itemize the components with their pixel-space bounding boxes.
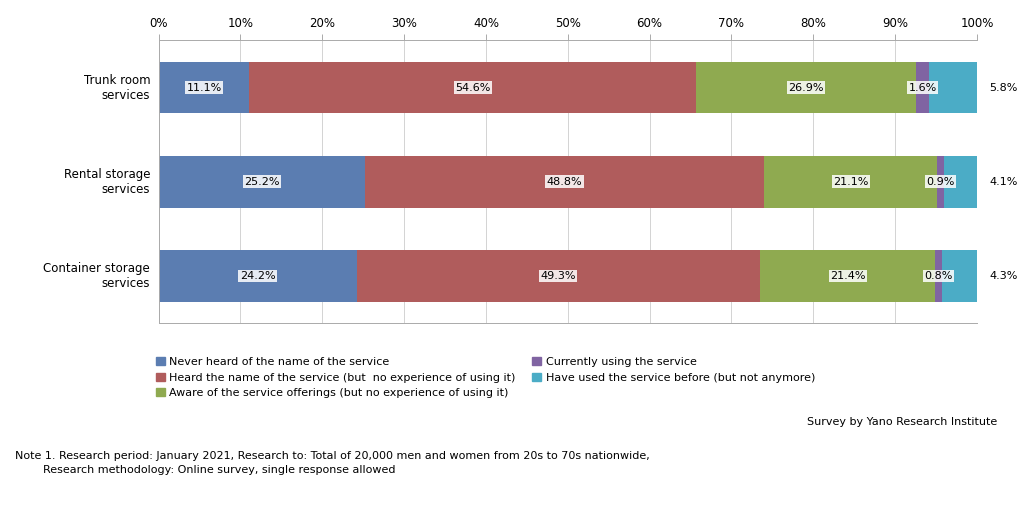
Bar [357,250,760,302]
Text: 54.6%: 54.6% [455,82,490,92]
Text: 26.9%: 26.9% [789,82,825,92]
Text: 1.6%: 1.6% [908,82,937,92]
Bar [944,156,978,208]
Bar [937,156,944,208]
Text: 21.4%: 21.4% [830,271,865,281]
Bar [917,62,930,114]
Text: 0.9%: 0.9% [927,177,954,187]
Text: 4.3%: 4.3% [989,271,1018,281]
Text: 48.8%: 48.8% [546,177,582,187]
Bar [365,156,764,208]
Text: 11.1%: 11.1% [186,82,222,92]
Text: 4.1%: 4.1% [989,177,1018,187]
Text: 25.2%: 25.2% [243,177,279,187]
Bar [935,250,942,302]
Text: 21.1%: 21.1% [833,177,869,187]
Bar [930,62,977,114]
Bar [159,62,250,114]
Bar [250,62,697,114]
Bar [159,156,365,208]
Bar [760,250,935,302]
Bar [764,156,937,208]
Legend: Never heard of the name of the service, Heard the name of the service (but  no e: Never heard of the name of the service, … [155,357,815,398]
Bar [159,250,357,302]
Bar [697,62,917,114]
Text: Note 1. Research period: January 2021, Research to: Total of 20,000 men and wome: Note 1. Research period: January 2021, R… [15,450,650,475]
Bar [942,250,977,302]
Text: 49.3%: 49.3% [540,271,576,281]
Text: 5.8%: 5.8% [989,82,1018,92]
Text: 0.8%: 0.8% [925,271,952,281]
Text: 24.2%: 24.2% [239,271,275,281]
Text: Survey by Yano Research Institute: Survey by Yano Research Institute [807,417,997,427]
